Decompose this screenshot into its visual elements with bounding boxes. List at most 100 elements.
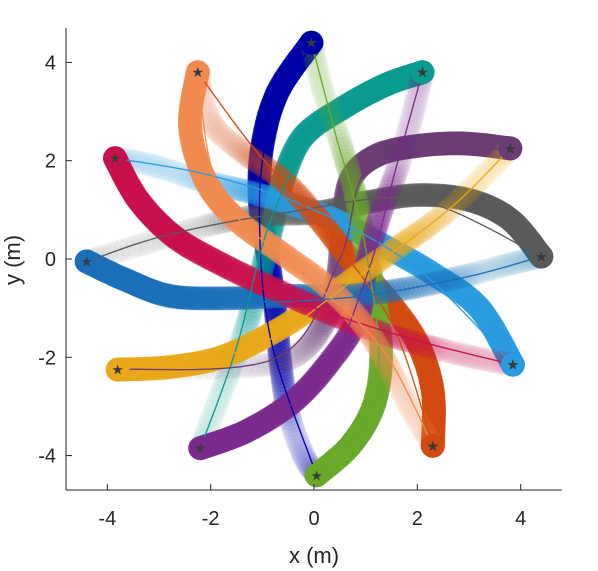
trajectory-disc: [299, 199, 324, 224]
trajectory-disc: [350, 282, 375, 307]
trajectory-disc: [402, 97, 426, 122]
trajectory-disc: [377, 279, 402, 304]
trajectory-disc: [318, 221, 343, 246]
trajectory-disc: [250, 353, 275, 378]
trajectory-disc: [301, 199, 326, 224]
trajectory-disc: [333, 191, 357, 216]
trajectory-disc: [397, 394, 422, 418]
trajectory-disc: [235, 143, 260, 167]
trajectory-disc: [246, 353, 270, 378]
trajectory-disc: [509, 249, 534, 274]
trajectory-disc: [327, 129, 352, 153]
trajectory-disc: [322, 227, 347, 252]
trajectory-disc: [281, 416, 306, 441]
trajectory-disc: [401, 100, 426, 125]
trajectory-disc: [246, 182, 271, 207]
trajectory-disc: [492, 253, 517, 278]
trajectory-disc: [282, 420, 307, 444]
trajectory-disc: [324, 117, 348, 142]
planned-path-10: [86, 255, 542, 303]
trajectory-disc: [154, 157, 179, 182]
trajectory-disc: [361, 318, 386, 343]
trajectory-disc: [389, 143, 414, 168]
trajectory-disc: [398, 396, 423, 421]
trajectory-disc: [349, 292, 374, 317]
start-star-7: ★: [310, 468, 323, 484]
x-tick-label: -2: [202, 508, 220, 530]
trajectory-disc: [284, 201, 309, 226]
trajectory-disc: [365, 334, 390, 359]
trajectory-disc: [384, 368, 409, 393]
planned-path-6: [197, 71, 434, 447]
trajectory-disc: [160, 159, 185, 184]
trajectory-disc: [305, 60, 330, 85]
trajectory-disc: [303, 324, 328, 349]
y-ticks: -4 -2 0 2 4: [38, 52, 72, 468]
trajectory-disc: [348, 299, 373, 324]
trajectory-disc: [372, 190, 397, 215]
trajectory-disc: [455, 263, 480, 288]
trajectory-disc: [385, 154, 410, 179]
trajectory-disc: [320, 289, 345, 314]
trajectory-disc: [288, 254, 312, 279]
trajectory-disc: [358, 260, 383, 285]
trajectory-disc: [369, 320, 394, 345]
trajectory-disc: [284, 287, 309, 312]
start-marker-12: [185, 60, 210, 85]
x-tick-label: 4: [515, 508, 526, 530]
trajectory-disc: [332, 144, 357, 169]
trajectory-disc: [336, 295, 361, 320]
trajectory-disc: [469, 259, 494, 284]
trajectory-disc: [319, 105, 344, 130]
start-star-9: ★: [111, 363, 124, 379]
trajectory-disc: [208, 121, 232, 146]
trajectory-disc: [393, 385, 417, 410]
start-star-6: ★: [427, 439, 440, 455]
trajectory-disc: [212, 125, 237, 150]
x-ticks: -4 -2 0 2 4: [98, 484, 526, 530]
trajectory-disc: [301, 263, 326, 288]
trajectory-disc: [404, 86, 429, 111]
trajectory-disc: [346, 282, 370, 307]
trajectory-disc: [257, 253, 282, 278]
trajectory-disc: [151, 156, 176, 181]
trajectory-disc: [310, 313, 335, 338]
trajectory-disc: [269, 357, 294, 382]
trajectory-disc: [396, 119, 421, 144]
trajectory-disc: [414, 333, 438, 358]
trajectory-disc: [462, 345, 487, 370]
trajectory-disc: [430, 337, 455, 362]
trajectory-disc: [291, 443, 316, 468]
trajectory-disc: [375, 183, 400, 208]
trajectory-disc: [310, 78, 335, 103]
trajectory-disc: [355, 282, 379, 306]
trajectory-bands: [74, 30, 554, 488]
trajectory-disc: [395, 391, 420, 416]
trajectory-disc: [382, 278, 406, 303]
start-star-3: ★: [504, 141, 517, 157]
trajectory-disc: [379, 360, 404, 384]
trajectory-disc: [428, 269, 453, 294]
trajectory-disc: [402, 93, 427, 118]
trajectory-disc: [498, 251, 523, 276]
trajectory-disc: [474, 347, 499, 372]
planned-paths: [86, 42, 542, 476]
trajectory-disc: [259, 159, 284, 184]
trajectory-disc: [281, 178, 306, 203]
start-star-10: ★: [80, 255, 93, 271]
trajectory-disc: [311, 82, 336, 107]
trajectory-disc: [501, 251, 526, 276]
trajectory-disc: [495, 252, 520, 277]
trajectory-disc: [295, 335, 320, 360]
trajectory-disc: [369, 341, 394, 366]
trajectory-disc: [391, 327, 416, 352]
start-star-4: ★: [535, 250, 548, 266]
trajectory-disc: [232, 141, 257, 165]
trajectory-disc: [289, 438, 314, 463]
trajectory-band-7: [299, 30, 394, 488]
start-marker-2: [410, 60, 435, 85]
trajectory-disc: [262, 351, 286, 376]
trajectory-disc: [468, 346, 493, 371]
trajectory-disc: [325, 266, 350, 291]
trajectory-disc: [311, 213, 336, 238]
